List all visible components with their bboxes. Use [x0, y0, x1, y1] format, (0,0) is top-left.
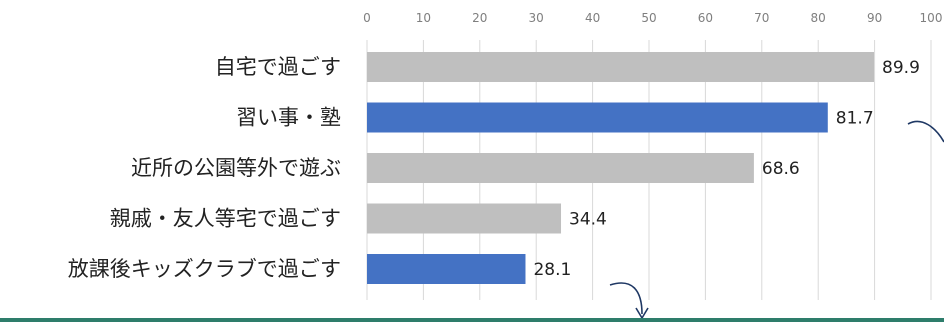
x-tick-label: 50 [641, 11, 656, 25]
x-tick-label: 0 [363, 11, 371, 25]
bar [367, 102, 828, 133]
data-label: 68.6 [762, 159, 800, 179]
x-tick-label: 70 [754, 11, 769, 25]
category-label: 近所の公園等外で遊ぶ [131, 156, 341, 180]
x-tick-label: 40 [585, 11, 600, 25]
callout-arrow-right [907, 120, 944, 143]
x-tick-labels: 0 10 20 30 40 50 60 70 80 90 100 [363, 11, 942, 25]
callout-arrow-bottom [609, 282, 643, 315]
x-tick-label: 90 [867, 11, 882, 25]
data-label: 28.1 [533, 260, 571, 280]
x-tick-label: 100 [920, 11, 943, 25]
x-tick-label: 80 [811, 11, 826, 25]
bars [367, 52, 875, 284]
data-label: 81.7 [836, 109, 874, 129]
x-tick-label: 30 [529, 11, 544, 25]
category-label: 親戚・友人等宅で過ごす [110, 207, 341, 231]
category-label: 習い事・塾 [236, 106, 341, 130]
category-labels: 自宅で過ごす習い事・塾近所の公園等外で遊ぶ親戚・友人等宅で過ごす放課後キッズクラ… [68, 55, 341, 281]
bar [367, 203, 562, 234]
category-label: 自宅で過ごす [215, 55, 341, 79]
data-label: 89.9 [882, 58, 920, 78]
x-tick-label: 60 [698, 11, 713, 25]
bar [367, 153, 754, 183]
data-label: 34.4 [569, 210, 607, 230]
x-tick-label: 20 [472, 11, 487, 25]
bar [367, 52, 875, 82]
bottom-border [0, 318, 944, 322]
x-tick-label: 10 [416, 11, 431, 25]
bar [367, 254, 526, 284]
category-label: 放課後キッズクラブで過ごす [68, 257, 341, 281]
data-labels: 89.9 81.7 68.6 34.4 28.1 [533, 58, 919, 280]
callout-arrows [609, 120, 944, 320]
